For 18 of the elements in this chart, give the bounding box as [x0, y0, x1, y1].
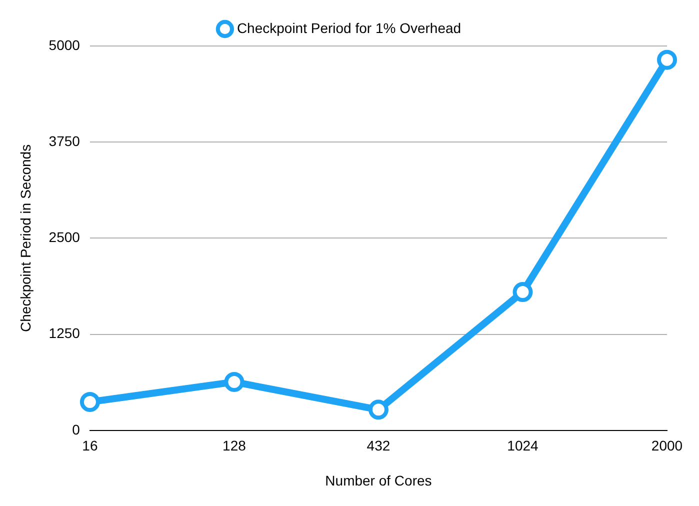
y-tick-label: 1250 [48, 325, 80, 342]
point [224, 372, 244, 392]
legend-label: Checkpoint Period for 1% Overhead [236, 20, 462, 36]
x-tick-label: 16 [82, 438, 98, 454]
y-tick-label: 0 [72, 421, 80, 438]
x-tick-label: 1024 [507, 438, 539, 454]
y-tick-label: 5000 [48, 36, 80, 53]
x-tick-label: 128 [222, 438, 246, 454]
y-axis-title: Checkpoint Period in Seconds [17, 144, 34, 332]
y-tick-label: 2500 [48, 229, 80, 246]
point [80, 392, 100, 412]
point [368, 400, 388, 420]
x-tick-label: 2000 [651, 438, 683, 454]
point [657, 50, 677, 70]
y-tick-label: 3750 [48, 132, 80, 149]
point [512, 282, 533, 302]
x-tick-label: 432 [366, 438, 390, 454]
x-axis-title: Number of Cores [325, 472, 432, 488]
